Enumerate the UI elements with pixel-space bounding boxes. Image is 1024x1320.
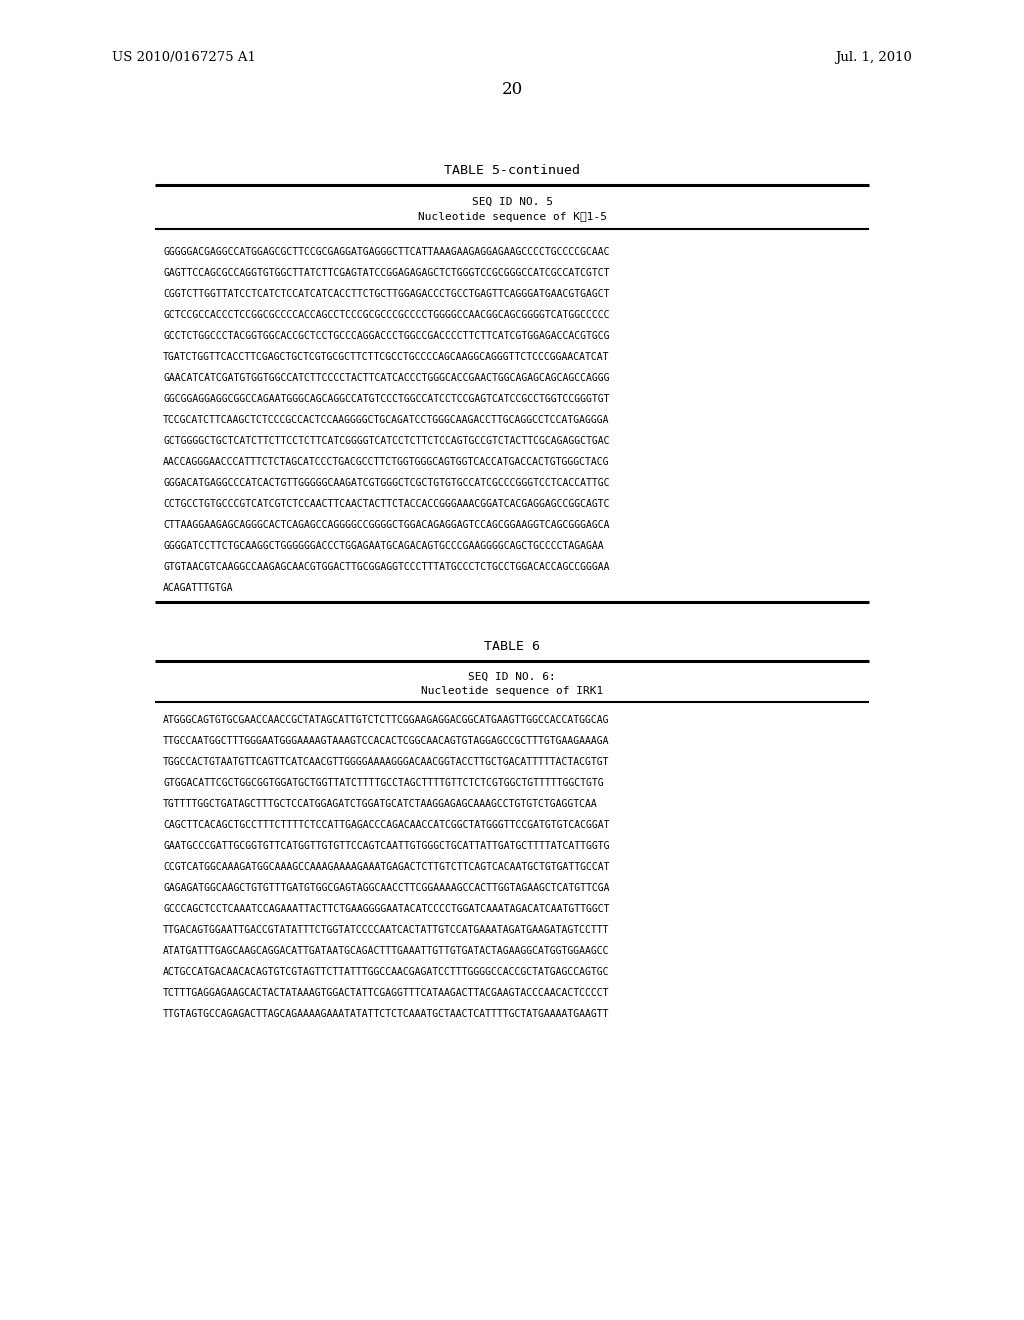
Text: TGGCCACTGTAATGTTCAGTTCATCAACGTTGGGGAAAAGGGACAACGGTACCTTGCTGACATTTTTACTACGTGT: TGGCCACTGTAATGTTCAGTTCATCAACGTTGGGGAAAAG… [163,756,609,767]
Text: ATGGGCAGTGTGCGAACCAACCGCTATAGCATTGTCTCTTCGGAAGAGGACGGCATGAAGTTGGCCACCATGGCAG: ATGGGCAGTGTGCGAACCAACCGCTATAGCATTGTCTCTT… [163,715,609,725]
Text: GCCTCTGGCCCTACGGTGGCACCGCTCCTGCCCAGGACCCTGGCCGACCCCTTCTTCATCGTGGAGACCACGTGCG: GCCTCTGGCCCTACGGTGGCACCGCTCCTGCCCAGGACCC… [163,331,609,341]
Text: GTGGACATTCGCTGGCGGTGGATGCTGGTTATCTTTTGCCTAGCTTTTGTTCTCTCGTGGCTGTTTTTGGCTGTG: GTGGACATTCGCTGGCGGTGGATGCTGGTTATCTTTTGCC… [163,777,603,788]
Text: GAATGCCCGATTGCGGTGTTCATGGTTGTGTTCCAGTCAATTGTGGGCTGCATTATTGATGCTTTTATCATTGGTG: GAATGCCCGATTGCGGTGTTCATGGTTGTGTTCCAGTCAA… [163,841,609,851]
Text: AACCAGGGAACCCATTTCTCTAGCATCCCTGACGCCTTCTGGTGGGCAGTGGTCACCATGACCACTGTGGGCTACG: AACCAGGGAACCCATTTCTCTAGCATCCCTGACGCCTTCT… [163,457,609,467]
Text: TCTTTGAGGAGAAGCACTACTATAAAGTGGACTATTCGAGGTTTCATAAGACTTACGAAGTACCCAACACTCCCCT: TCTTTGAGGAGAAGCACTACTATAAAGTGGACTATTCGAG… [163,987,609,998]
Text: GAGTTCCAGCGCCAGGTGTGGCTTATCTTCGAGTATCCGGAGAGAGCTCTGGGTCCGCGGGCCATCGCCATCGTCT: GAGTTCCAGCGCCAGGTGTGGCTTATCTTCGAGTATCCGG… [163,268,609,279]
Text: CAGCTTCACAGCTGCCTTTCTTTTCTCCATTGAGACCCAGACAACCATCGGCTATGGGTTCCGATGTGTCACGGAT: CAGCTTCACAGCTGCCTTTCTTTTCTCCATTGAGACCCAG… [163,820,609,830]
Text: GCCCAGCTCCTCAAATCCAGAAATTACTTCTGAAGGGGAATACATCCCCTGGATCAAATAGACATCAATGTTGGCT: GCCCAGCTCCTCAAATCCAGAAATTACTTCTGAAGGGGAA… [163,904,609,913]
Text: TTGCCAATGGCTTTGGGAATGGGAAAAGTAAAGTCCACACTCGGCAACAGTGTAGGAGCCGCTTTGTGAAGAAAGA: TTGCCAATGGCTTTGGGAATGGGAAAAGTAAAGTCCACAC… [163,737,609,746]
Text: GAACATCATCGATGTGGTGGCCATCTTCCCCTACTTCATCACCCTGGGCACCGAACTGGCAGAGCAGCAGCCAGGG: GAACATCATCGATGTGGTGGCCATCTTCCCCTACTTCATC… [163,374,609,383]
Text: TGTTTTGGCTGATAGCTTTGCTCCATGGAGATCTGGATGCATCTAAGGAGAGCAAAGCCTGTGTCTGAGGTCAA: TGTTTTGGCTGATAGCTTTGCTCCATGGAGATCTGGATGC… [163,799,598,809]
Text: TABLE 6: TABLE 6 [484,640,540,653]
Text: US 2010/0167275 A1: US 2010/0167275 A1 [112,51,256,65]
Text: CGGTCTTGGTTATCCTCATCTCCATCATCACCTTCTGCTTGGAGACCCTGCCTGAGTTCAGGGATGAACGTGAGCT: CGGTCTTGGTTATCCTCATCTCCATCATCACCTTCTGCTT… [163,289,609,300]
Text: ATATGATTTGAGCAAGCAGGACATTGATAATGCAGACTTTGAAATTGTTGTGATACTAGAAGGCATGGTGGAAGCC: ATATGATTTGAGCAAGCAGGACATTGATAATGCAGACTTT… [163,946,609,956]
Text: SEQ ID NO. 5: SEQ ID NO. 5 [471,197,553,207]
Text: Nucleotide sequence of K℉1-5: Nucleotide sequence of K℉1-5 [418,213,606,222]
Text: GGGGATCCTTCTGCAAGGCTGGGGGGACCCTGGAGAATGCAGACAGTGCCCGAAGGGGCAGCTGCCCCTAGAGAA: GGGGATCCTTCTGCAAGGCTGGGGGGACCCTGGAGAATGC… [163,541,603,550]
Text: GCTGGGGCTGCTCATCTTCTTCCTCTTCATCGGGGTCATCCTCTTCTCCAGTGCCGTCTACTTCGCAGAGGCTGAC: GCTGGGGCTGCTCATCTTCTTCCTCTTCATCGGGGTCATC… [163,436,609,446]
Text: Jul. 1, 2010: Jul. 1, 2010 [836,51,912,65]
Text: ACAGATTTGTGA: ACAGATTTGTGA [163,583,233,593]
Text: TTGACAGTGGAATTGACCGTATATTTCTGGTATCCCCAATCACTATTGTCCATGAAATAGATGAAGATAGTCCTTT: TTGACAGTGGAATTGACCGTATATTTCTGGTATCCCCAAT… [163,925,609,935]
Text: GCTCCGCCACCCTCCGGCGCCCCACCAGCCTCCCGCGCCCGCCCCTGGGGCCAACGGCAGCGGGGTCATGGCCCCC: GCTCCGCCACCCTCCGGCGCCCCACCAGCCTCCCGCGCCC… [163,310,609,319]
Text: CCGTCATGGCAAAGATGGCAAAGCCAAAGAAAAGAAATGAGACTCTTGTCTTCAGTCACAATGCTGTGATTGCCAT: CCGTCATGGCAAAGATGGCAAAGCCAAAGAAAAGAAATGA… [163,862,609,873]
Text: GGCGGAGGAGGCGGCCAGAATGGGCAGCAGGCCATGTCCCTGGCCATCCTCCGAGTCATCCGCCTGGTCCGGGTGT: GGCGGAGGAGGCGGCCAGAATGGGCAGCAGGCCATGTCCC… [163,393,609,404]
Text: GGGGGACGAGGCCATGGAGCGCTTCCGCGAGGATGAGGGCTTCATTAAAGAAGAGGAGAAGCCCCTGCCCCGCAAC: GGGGGACGAGGCCATGGAGCGCTTCCGCGAGGATGAGGGC… [163,247,609,257]
Text: GTGTAACGTCAAGGCCAAGAGCAACGTGGACTTGCGGAGGTCCCTTTATGCCCTCTGCCTGGACACCAGCCGGGAA: GTGTAACGTCAAGGCCAAGAGCAACGTGGACTTGCGGAGG… [163,562,609,572]
Text: CTTAAGGAAGAGCAGGGCACTCAGAGCCAGGGGCCGGGGCTGGACAGAGGAGTCCAGCGGAAGGTCAGCGGGAGCA: CTTAAGGAAGAGCAGGGCACTCAGAGCCAGGGGCCGGGGC… [163,520,609,531]
Text: TABLE 5-continued: TABLE 5-continued [444,164,580,177]
Text: ACTGCCATGACAACACAGTGTCGTAGTTCTTATTTGGCCAACGAGATCCTTTGGGGCCACCGCTATGAGCCAGTGC: ACTGCCATGACAACACAGTGTCGTAGTTCTTATTTGGCCA… [163,968,609,977]
Text: TGATCTGGTTCACCTTCGAGCTGCTCGTGCGCTTCTTCGCCTGCCCCAGCAAGGCAGGGTTCTCCCGGAACATCAT: TGATCTGGTTCACCTTCGAGCTGCTCGTGCGCTTCTTCGC… [163,352,609,362]
Text: Nucleotide sequence of IRK1: Nucleotide sequence of IRK1 [421,686,603,696]
Text: CCTGCCTGTGCCCGTCATCGTCTCCAACTTCAACTACTTCTACCACCGGGAAACGGATCACGAGGAGCCGGCAGTC: CCTGCCTGTGCCCGTCATCGTCTCCAACTTCAACTACTTC… [163,499,609,510]
Text: SEQ ID NO. 6:: SEQ ID NO. 6: [468,672,556,682]
Text: GAGAGATGGCAAGCTGTGTTTGATGTGGCGAGTAGGCAACCTTCGGAAAAGCCACTTGGTAGAAGCTCATGTTCGA: GAGAGATGGCAAGCTGTGTTTGATGTGGCGAGTAGGCAAC… [163,883,609,894]
Text: 20: 20 [502,82,522,99]
Text: TTGTAGTGCCAGAGACTTAGCAGAAAAGAAATATATTCTCTCAAATGCTAACTCATTTTGCTATGAAAATGAAGTT: TTGTAGTGCCAGAGACTTAGCAGAAAAGAAATATATTCTC… [163,1008,609,1019]
Text: GGGACATGAGGCCCATCACTGTTGGGGGCAAGATCGTGGGCTCGCTGTGTGCCATCGCCCGGGTCCTCACCATTGC: GGGACATGAGGCCCATCACTGTTGGGGGCAAGATCGTGGG… [163,478,609,488]
Text: TCCGCATCTTCAAGCTCTCCCGCCACTCCAAGGGGCTGCAGATCCTGGGCAAGACCTTGCAGGCCTCCATGAGGGA: TCCGCATCTTCAAGCTCTCCCGCCACTCCAAGGGGCTGCA… [163,414,609,425]
